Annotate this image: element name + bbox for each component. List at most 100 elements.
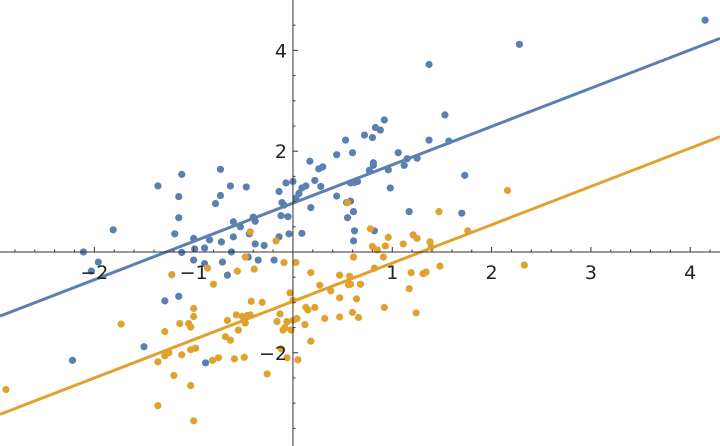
x-tick-label-4: 2: [486, 262, 498, 284]
fit-line-series-2: [0, 135, 720, 416]
point-series-2-60: [238, 312, 246, 321]
point-series-2-80: [221, 333, 230, 341]
point-series-2-44: [352, 295, 361, 303]
point-series-1-21: [400, 161, 408, 169]
point-series-1-71: [285, 230, 293, 238]
point-series-2-46: [258, 298, 266, 306]
point-series-2-101: [190, 417, 198, 425]
point-series-2-16: [379, 253, 387, 261]
point-series-1-5: [380, 116, 388, 124]
point-series-2-76: [234, 326, 242, 334]
point-series-2-19: [241, 253, 249, 261]
point-series-1-22: [384, 166, 392, 174]
point-series-2-72: [117, 320, 125, 328]
point-series-1-55: [349, 208, 358, 216]
point-series-2-71: [241, 319, 249, 327]
point-series-1-39: [298, 184, 306, 192]
point-series-1-16: [403, 155, 411, 163]
point-series-1-42: [275, 187, 283, 196]
point-series-2-41: [327, 287, 335, 295]
point-series-1-81: [200, 244, 209, 252]
y-tick-label-1: −2: [259, 343, 287, 365]
point-series-2-11: [409, 231, 417, 239]
point-series-1-41: [226, 182, 234, 190]
point-series-1-1: [701, 16, 709, 24]
point-series-1-97: [68, 356, 77, 364]
point-series-2-85: [187, 346, 195, 354]
point-series-2-18: [349, 253, 358, 261]
point-series-1-37: [317, 182, 325, 191]
point-series-2-96: [170, 371, 178, 380]
point-series-1-51: [280, 201, 288, 209]
point-series-2-90: [283, 354, 291, 362]
point-series-2-29: [407, 269, 415, 277]
point-series-1-26: [216, 165, 225, 173]
point-series-1-36: [242, 183, 250, 191]
point-series-2-57: [276, 310, 284, 318]
point-series-1-9: [368, 133, 377, 142]
point-series-1-88: [190, 256, 198, 264]
point-series-2-24: [370, 264, 378, 272]
point-series-1-89: [94, 258, 102, 266]
point-series-2-78: [161, 328, 169, 336]
x-tick-label-2: −1: [180, 262, 208, 284]
point-series-1-17: [413, 154, 421, 162]
point-series-2-52: [304, 306, 312, 314]
fit-line-series-1: [0, 37, 720, 318]
point-series-2-35: [356, 280, 365, 288]
point-series-2-33: [336, 271, 344, 279]
point-series-1-65: [350, 227, 359, 235]
point-series-2-97: [263, 370, 271, 378]
point-series-2-20: [292, 258, 300, 267]
point-series-2-13: [381, 242, 389, 250]
point-series-2-70: [283, 317, 291, 326]
point-series-1-75: [205, 236, 214, 244]
point-series-2-12: [399, 240, 407, 248]
point-series-1-62: [229, 218, 237, 226]
point-series-2-87: [178, 351, 186, 359]
point-series-2-42: [286, 289, 294, 297]
point-series-1-96: [140, 343, 148, 351]
point-series-1-45: [175, 192, 183, 201]
point-series-1-79: [260, 241, 268, 250]
point-series-2-61: [336, 313, 344, 321]
point-series-2-68: [176, 319, 184, 328]
x-tick-label-1: −2: [80, 262, 108, 284]
point-series-2-6: [384, 233, 392, 241]
x-tick-label-6: 4: [684, 262, 696, 284]
point-series-2-9: [246, 228, 254, 236]
point-series-1-92: [87, 267, 95, 275]
point-series-1-27: [178, 170, 186, 178]
point-series-2-15: [427, 243, 435, 251]
point-series-2-54: [412, 309, 420, 317]
point-series-1-80: [191, 245, 199, 253]
point-series-1-40: [386, 184, 394, 192]
point-series-2-39: [344, 281, 353, 289]
point-series-1-78: [251, 240, 259, 248]
point-series-2-2: [435, 208, 443, 216]
point-series-2-48: [380, 303, 388, 312]
point-series-1-32: [346, 179, 355, 187]
point-series-1-24: [315, 165, 323, 173]
point-series-1-61: [175, 214, 183, 222]
point-series-1-10: [342, 136, 350, 144]
point-series-2-53: [348, 308, 357, 317]
point-series-1-15: [394, 149, 402, 157]
point-series-1-94: [175, 292, 183, 300]
point-series-2-14: [368, 242, 377, 251]
y-tick-label-2: 2: [275, 141, 287, 163]
point-series-1-8: [360, 131, 369, 139]
point-series-2-45: [247, 297, 255, 305]
point-series-2-66: [223, 316, 232, 325]
point-series-1-18: [306, 157, 314, 165]
point-series-1-28: [461, 171, 469, 179]
point-series-1-49: [292, 194, 300, 202]
point-series-1-70: [171, 230, 179, 238]
point-series-2-38: [209, 280, 218, 288]
point-series-1-67: [109, 226, 117, 234]
point-series-1-63: [251, 217, 259, 225]
point-series-2-40: [405, 285, 413, 293]
point-series-2-77: [187, 323, 195, 331]
point-series-2-32: [168, 271, 176, 279]
